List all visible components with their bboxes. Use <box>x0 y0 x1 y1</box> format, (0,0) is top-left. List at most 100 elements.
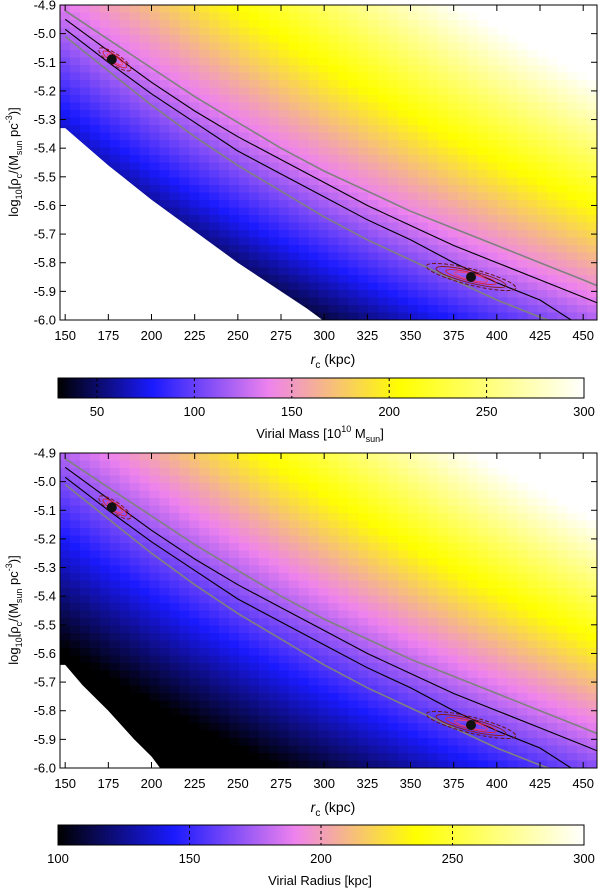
heatmap-cell <box>437 505 449 514</box>
heatmap-cell <box>169 132 180 141</box>
heatmap-cell <box>398 290 409 299</box>
heatmap-cell <box>229 700 240 709</box>
colorbar-ticks: 50 100 150 200 250 300 <box>90 378 595 419</box>
y-tick-label: -5.5 <box>34 169 56 184</box>
heatmap-cell <box>229 558 240 567</box>
heatmap-cell <box>587 460 597 469</box>
heatmap-cell <box>169 162 180 171</box>
gray-upper-curve <box>64 458 597 735</box>
heatmap-cell <box>368 147 379 156</box>
heatmap-cell <box>139 460 151 469</box>
heatmap-cell <box>318 603 330 612</box>
heatmap-cell <box>318 260 330 269</box>
heatmap-cell <box>89 633 101 642</box>
heatmap-cell <box>338 685 349 694</box>
heatmap-cell <box>328 170 340 179</box>
heatmap-cell <box>169 678 180 687</box>
heatmap-cell <box>239 595 250 604</box>
heatmap-cell <box>129 730 141 739</box>
heatmap-cell <box>60 513 71 522</box>
heatmap-cell <box>467 282 479 291</box>
heatmap-cell <box>89 595 101 604</box>
heatmap-cell <box>477 468 489 477</box>
heatmap-cell <box>119 715 131 724</box>
heatmap-cell <box>229 177 240 186</box>
heatmap-cell <box>149 753 161 762</box>
heatmap-cell <box>139 155 151 164</box>
y-tick-label: -5.0 <box>34 26 56 41</box>
heatmap-cell <box>368 745 379 754</box>
heatmap-cell <box>587 618 597 627</box>
heatmap-cell <box>328 513 340 522</box>
heatmap-cell <box>418 550 429 559</box>
heatmap-cell <box>248 475 260 484</box>
heatmap-cell <box>79 610 91 619</box>
heatmap-cell <box>308 498 320 507</box>
heatmap-cell <box>517 580 528 589</box>
y-axis-label: log10[ρc/(Msun pc-3)] <box>4 107 24 217</box>
heatmap-cell <box>278 155 290 164</box>
heatmap-cell <box>378 147 389 156</box>
heatmap-cell <box>577 663 588 672</box>
heatmap-cell <box>298 745 310 754</box>
heatmap-cell <box>577 693 588 702</box>
heatmap-cell <box>129 65 141 74</box>
heatmap-cell <box>229 207 240 216</box>
heatmap-cell <box>577 50 588 59</box>
heatmap-cell <box>268 95 280 104</box>
heatmap-cell <box>268 237 280 246</box>
heatmap-cell <box>408 132 419 141</box>
heatmap-cell <box>408 490 419 499</box>
heatmap-cell <box>318 42 330 51</box>
heatmap-cell <box>99 117 111 126</box>
heatmap-cell <box>537 685 548 694</box>
heatmap-cell <box>507 117 519 126</box>
heatmap-cell <box>398 260 409 269</box>
heatmap-cell <box>219 80 230 89</box>
heatmap-cell <box>418 460 429 469</box>
heatmap-cell <box>239 670 250 679</box>
heatmap-cell <box>418 520 429 529</box>
heatmap-cell <box>457 505 469 514</box>
heatmap-cell <box>547 505 558 514</box>
heatmap-cell <box>388 42 399 51</box>
heatmap-cell <box>229 573 240 582</box>
heatmap-cell <box>258 453 270 462</box>
heatmap-cell <box>577 290 588 299</box>
heatmap-cell <box>437 215 449 224</box>
heatmap-cell <box>268 610 280 619</box>
heatmap-cell <box>258 513 270 522</box>
heatmap-cell <box>557 102 568 111</box>
heatmap-cell <box>219 140 230 149</box>
heatmap-cell <box>487 117 499 126</box>
heatmap-cell <box>358 147 369 156</box>
heatmap-cell <box>308 520 320 529</box>
heatmap-cell <box>587 505 597 514</box>
heatmap-cell <box>497 162 509 171</box>
heatmap-cell <box>79 117 91 126</box>
heatmap-cell <box>427 207 439 216</box>
heatmap-cell <box>288 140 300 149</box>
heatmap-cell <box>308 550 320 559</box>
heatmap-cell <box>258 140 270 149</box>
heatmap-cell <box>467 200 479 209</box>
heatmap-cell <box>199 625 210 634</box>
heatmap-cell <box>179 505 190 514</box>
heatmap-cell <box>567 655 578 664</box>
heatmap-cell <box>427 72 439 81</box>
heatmap-cell <box>169 475 180 484</box>
heatmap-cell <box>358 5 369 14</box>
heatmap-cell <box>69 633 81 642</box>
heatmap-cell <box>427 282 439 291</box>
heatmap-cell <box>278 95 290 104</box>
heatmap-cell <box>577 72 588 81</box>
heatmap-cell <box>149 693 161 702</box>
heatmap-cell <box>69 117 81 126</box>
heatmap-cell <box>398 648 409 657</box>
heatmap-cell <box>388 708 399 717</box>
heatmap-cell <box>527 110 538 119</box>
heatmap-cell <box>497 520 509 529</box>
heatmap-cell <box>547 588 558 597</box>
heatmap-cell <box>308 483 320 492</box>
heatmap-cell <box>219 753 230 762</box>
